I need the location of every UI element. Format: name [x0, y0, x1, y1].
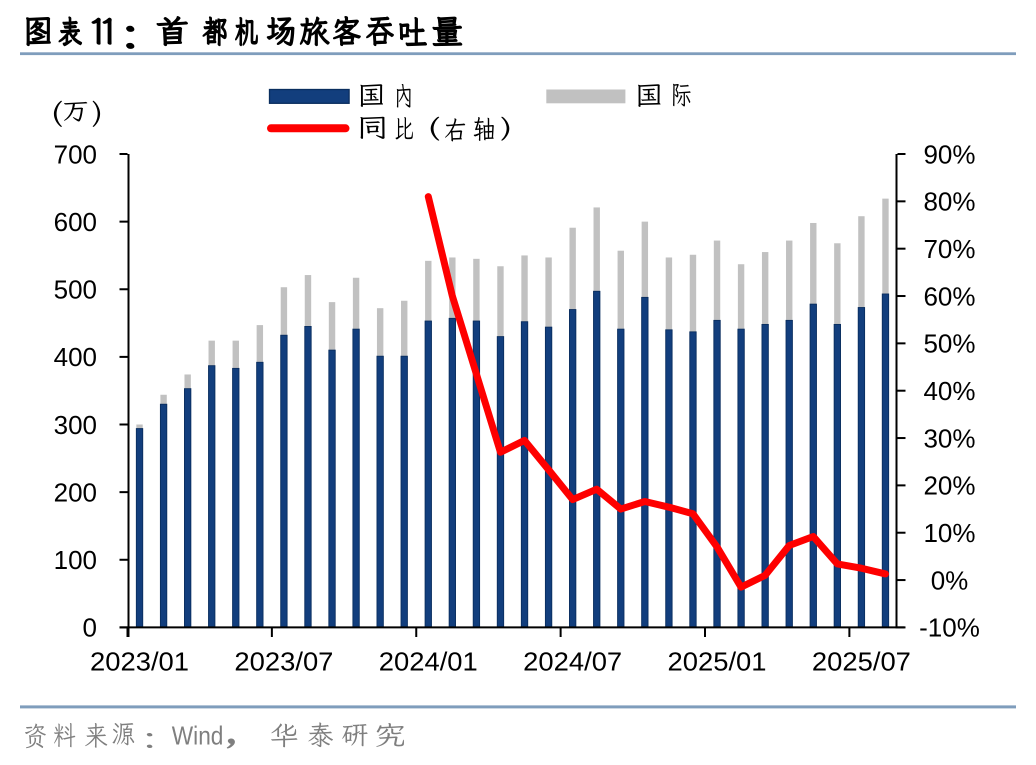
svg-text:40%: 40% — [923, 376, 975, 406]
svg-text:80%: 80% — [923, 187, 975, 217]
svg-text:300: 300 — [54, 410, 97, 440]
svg-text:70%: 70% — [923, 234, 975, 264]
svg-text:2023/01: 2023/01 — [90, 647, 189, 677]
svg-text:2025/01: 2025/01 — [668, 647, 767, 677]
svg-text:2025/07: 2025/07 — [812, 647, 911, 677]
svg-text:2023/07: 2023/07 — [234, 647, 333, 677]
svg-text:200: 200 — [54, 477, 97, 507]
svg-text:500: 500 — [54, 275, 97, 305]
svg-text:2024/01: 2024/01 — [379, 647, 478, 677]
svg-text:90%: 90% — [923, 139, 975, 169]
svg-text:400: 400 — [54, 342, 97, 372]
svg-text:50%: 50% — [923, 329, 975, 359]
svg-text:600: 600 — [54, 207, 97, 237]
svg-text:10%: 10% — [923, 518, 975, 548]
svg-text:700: 700 — [54, 139, 97, 169]
svg-text:Wind: Wind — [172, 720, 224, 750]
svg-text:30%: 30% — [923, 423, 975, 453]
svg-text:20%: 20% — [923, 471, 975, 501]
svg-text:60%: 60% — [923, 281, 975, 311]
svg-text:0: 0 — [83, 613, 97, 643]
svg-text:-10%: -10% — [919, 613, 980, 643]
svg-text:100: 100 — [54, 545, 97, 575]
svg-text:0%: 0% — [931, 565, 969, 595]
svg-text:2024/07: 2024/07 — [523, 647, 622, 677]
